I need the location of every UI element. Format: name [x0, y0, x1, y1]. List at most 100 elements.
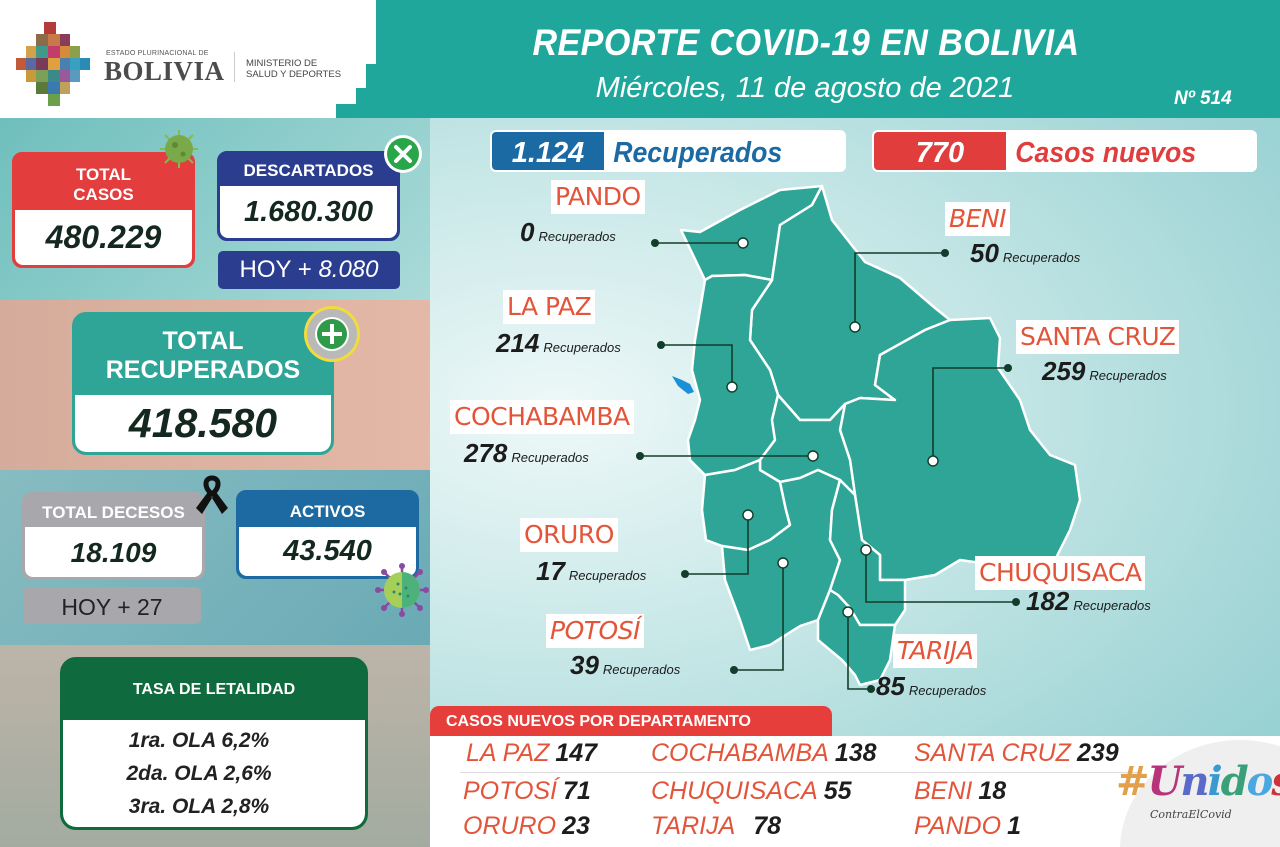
- dept-name: ORURO: [463, 812, 557, 840]
- hash-glyph: #: [1116, 758, 1149, 805]
- total-recovered-card: TOTAL RECUPERADOS 418.580: [72, 312, 334, 455]
- daily-recovered-value: 1.124: [492, 132, 604, 170]
- map-label-la-paz: LA PAZ: [503, 290, 596, 324]
- active-card: ACTIVOS 43.540: [236, 490, 419, 579]
- map-label-pando: PANDO: [551, 180, 645, 214]
- lethality-rows: 1ra. OLA 6,2% 2da. OLA 2,6% 3ra. OLA 2,8…: [63, 720, 365, 827]
- letter-u: U: [1147, 758, 1183, 805]
- label-line: CASOS: [73, 185, 134, 204]
- label-line: RECUPERADOS: [105, 356, 301, 384]
- new-cases-cell: SANTA CRUZ 239: [914, 738, 1119, 768]
- letter-n: n: [1180, 758, 1209, 805]
- dept-value: 239: [1076, 739, 1119, 767]
- map-value-beni: 50 Recuperados: [970, 238, 1080, 269]
- map-value-la-paz: 214 Recuperados: [496, 328, 621, 359]
- recovered-unit: Recuperados: [543, 340, 621, 355]
- recovered-unit: Recuperados: [538, 229, 616, 244]
- recovered-unit: Recuperados: [568, 568, 647, 583]
- lethality-card: TASA DE LETALIDAD 1ra. OLA 6,2% 2da. OLA…: [60, 657, 368, 830]
- coat-of-arms-icon: [16, 22, 90, 106]
- new-cases-cell: BENI 18: [914, 776, 1006, 806]
- dept-value: 1: [1007, 812, 1021, 840]
- logo-state-text: ESTADO PLURINACIONAL DE: [106, 50, 209, 57]
- total-cases-card: TOTAL CASOS 480.229: [12, 152, 195, 268]
- new-cases-cell: LA PAZ 147: [466, 738, 597, 768]
- deaths-card: TOTAL DECESOS 18.109: [22, 492, 205, 580]
- row-divider: [460, 772, 1140, 773]
- daily-new-cases-pill: 770 Casos nuevos: [872, 130, 1257, 172]
- map-label-tarija: TARIJA: [893, 634, 978, 668]
- recovered-value: 418.580: [75, 395, 331, 452]
- mask-glyph: o: [1246, 758, 1274, 805]
- map-value-chuquisaca: 182 Recuperados: [1026, 586, 1151, 617]
- recovered-count: 259: [1042, 356, 1086, 386]
- ministry-line-1: MINISTERIO DE: [246, 58, 318, 69]
- daily-new-cases-label: Casos nuevos: [1015, 137, 1197, 169]
- today-value: 8.080: [318, 256, 379, 283]
- today-label: HOY +: [239, 256, 312, 283]
- letter-i: i: [1207, 758, 1223, 805]
- label-line: TOTAL: [75, 165, 132, 184]
- recovered-count: 0: [520, 217, 535, 247]
- recovered-count: 50: [970, 238, 999, 268]
- map-value-potosi: 39 Recuperados: [570, 650, 680, 681]
- campaign-logo: #Unidos: [1116, 762, 1280, 802]
- new-cases-cell: POTOSÍ 71: [463, 776, 591, 806]
- dept-value: 55: [823, 777, 852, 805]
- recovered-unit: Recuperados: [1089, 368, 1167, 383]
- map-label-beni: BENI: [945, 202, 1011, 236]
- daily-recovered-label: Recuperados: [613, 137, 783, 169]
- plus-circle-icon: [304, 306, 360, 362]
- deaths-today: HOY + 27: [23, 587, 201, 624]
- close-circle-icon: [384, 135, 422, 173]
- deaths-value: 18.109: [25, 527, 202, 577]
- active-value: 43.540: [239, 527, 416, 576]
- recovered-count: 182: [1026, 586, 1070, 616]
- dept-value: 147: [555, 739, 598, 767]
- today-label: HOY +: [61, 594, 131, 620]
- lethality-label: TASA DE LETALIDAD: [132, 681, 296, 698]
- new-cases-cell: CHUQUISACA 55: [651, 776, 852, 806]
- dept-name: BENI: [914, 777, 973, 805]
- header-step: [336, 104, 386, 118]
- dept-value: 71: [563, 777, 591, 805]
- map-label-santa-cruz: SANTA CRUZ: [1016, 320, 1180, 354]
- header-step: [366, 64, 386, 94]
- deaths-label: TOTAL DECESOS: [42, 503, 185, 522]
- map-value-oruro: 17 Recuperados: [536, 556, 646, 587]
- map-label-oruro: ORURO: [520, 518, 618, 552]
- discarded-card: DESCARTADOS 1.680.300: [217, 151, 400, 241]
- recovered-unit: Recuperados: [908, 683, 987, 698]
- virus-icon: [160, 130, 198, 168]
- page-title: REPORTE COVID-19 EN BOLIVIA: [532, 22, 1080, 63]
- letter-s: s: [1271, 758, 1280, 805]
- report-number: Nº 514: [1174, 88, 1232, 109]
- dept-value: 138: [834, 739, 877, 767]
- logo-divider: [234, 52, 235, 82]
- recovered-unit: Recuperados: [1002, 250, 1081, 265]
- recovered-count: 39: [570, 650, 599, 680]
- campaign-subtitle: ContraElCovid: [1150, 808, 1232, 821]
- new-cases-cell: ORURO 23: [463, 811, 590, 841]
- dept-name: POTOSÍ: [463, 777, 558, 805]
- map-value-pando: 0 Recuperados: [520, 217, 616, 248]
- virus-icon: [375, 563, 429, 617]
- map-label-potosi: POTOSÍ: [546, 614, 644, 648]
- map-value-santa-cruz: 259 Recuperados: [1042, 356, 1167, 387]
- dept-name: TARIJA: [651, 812, 736, 840]
- recovered-unit: Recuperados: [511, 450, 589, 465]
- dept-value: 23: [562, 812, 590, 840]
- ministry-line-2: SALUD Y DEPORTES: [246, 69, 342, 80]
- new-cases-title: CASOS NUEVOS POR DEPARTAMENTO: [430, 706, 832, 736]
- discarded-label: DESCARTADOS: [243, 161, 374, 180]
- discarded-value: 1.680.300: [220, 186, 397, 238]
- map-label-chuquisaca: CHUQUISACA: [975, 556, 1146, 590]
- recovered-label: TOTAL RECUPERADOS: [75, 315, 331, 395]
- logo-area: ESTADO PLURINACIONAL DE BOLIVIA MINISTER…: [0, 0, 390, 118]
- dept-name: LA PAZ: [466, 739, 550, 767]
- daily-recovered-pill: 1.124 Recuperados: [490, 130, 846, 172]
- map-label-cochabamba: COCHABAMBA: [450, 400, 634, 434]
- map-value-cochabamba: 278 Recuperados: [464, 438, 589, 469]
- recovered-count: 214: [496, 328, 540, 358]
- recovered-count: 85: [876, 671, 905, 701]
